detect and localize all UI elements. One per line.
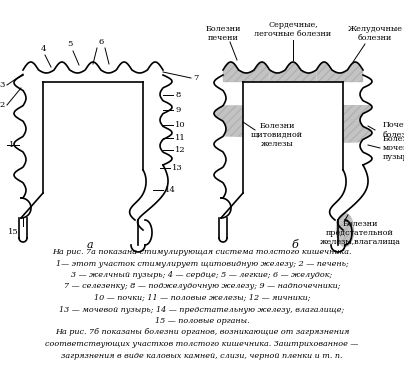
Text: 15: 15 bbox=[8, 228, 18, 236]
Text: Почечные
болезни: Почечные болезни bbox=[383, 122, 404, 139]
Text: 6: 6 bbox=[99, 38, 103, 46]
Text: 13: 13 bbox=[172, 164, 183, 172]
Text: 10 — почки; 11 — половые железы; 12 — яичники;: 10 — почки; 11 — половые железы; 12 — яи… bbox=[94, 294, 310, 302]
Text: Болезни
печени: Болезни печени bbox=[205, 25, 241, 42]
Text: 5: 5 bbox=[67, 40, 73, 48]
Text: 2: 2 bbox=[0, 101, 5, 109]
Text: 13 — мочевой пузырь; 14 — предстательную железу, влагалище;: 13 — мочевой пузырь; 14 — предстательную… bbox=[59, 306, 345, 314]
Text: 7: 7 bbox=[193, 74, 198, 82]
Text: 3: 3 bbox=[0, 81, 5, 89]
Polygon shape bbox=[343, 120, 372, 142]
Text: 10: 10 bbox=[175, 121, 185, 129]
Text: 15 — половые органы.: 15 — половые органы. bbox=[155, 317, 249, 325]
Text: а: а bbox=[87, 240, 93, 250]
Text: соответствующих участков толстого кишечника. Заштрихованное —: соответствующих участков толстого кишечн… bbox=[45, 340, 359, 348]
Text: 1: 1 bbox=[8, 141, 14, 149]
Text: 4: 4 bbox=[40, 45, 46, 53]
Text: 8: 8 bbox=[175, 91, 180, 99]
Text: Болезни
предстательной
железы,влагалища: Болезни предстательной железы,влагалища bbox=[320, 220, 400, 247]
Text: Желудочные
болезни: Желудочные болезни bbox=[347, 25, 402, 42]
Text: 9: 9 bbox=[175, 106, 180, 114]
Text: 11: 11 bbox=[175, 134, 186, 142]
Text: 14: 14 bbox=[165, 186, 176, 194]
Text: 12: 12 bbox=[175, 146, 185, 154]
Text: Болезни
мочевого
пузыря: Болезни мочевого пузыря bbox=[383, 135, 404, 161]
Text: 7 — селезенку; 8 — поджелудочную железу; 9 — надпочечники;: 7 — селезенку; 8 — поджелудочную железу;… bbox=[64, 282, 340, 290]
Text: 1— этот участок стимулирует щитовидную железу; 2 — печень;: 1— этот участок стимулирует щитовидную ж… bbox=[56, 259, 348, 267]
Text: загрязнения в виде каловых камней, слизи, черной пленки и т. п.: загрязнения в виде каловых камней, слизи… bbox=[61, 352, 343, 360]
Text: На рис. 7а показана стимулирующая система толстого кишечника.: На рис. 7а показана стимулирующая систем… bbox=[52, 248, 352, 256]
Polygon shape bbox=[269, 62, 316, 82]
Polygon shape bbox=[336, 213, 354, 247]
Polygon shape bbox=[317, 62, 363, 82]
Text: Сердечные,
легочные болезни: Сердечные, легочные болезни bbox=[255, 21, 332, 38]
Text: Болезни
щитовидной
железы: Болезни щитовидной железы bbox=[251, 122, 303, 148]
Text: 3 — желчный пузырь; 4 — сердце; 5 — легкие; 6 — желудок;: 3 — желчный пузырь; 4 — сердце; 5 — легк… bbox=[72, 271, 332, 279]
Polygon shape bbox=[223, 62, 269, 82]
Text: На рис. 7б показаны болезни органов, возникающие от загрязнения: На рис. 7б показаны болезни органов, воз… bbox=[55, 328, 349, 336]
Polygon shape bbox=[214, 106, 243, 137]
Text: б: б bbox=[292, 240, 299, 250]
Polygon shape bbox=[343, 105, 372, 120]
